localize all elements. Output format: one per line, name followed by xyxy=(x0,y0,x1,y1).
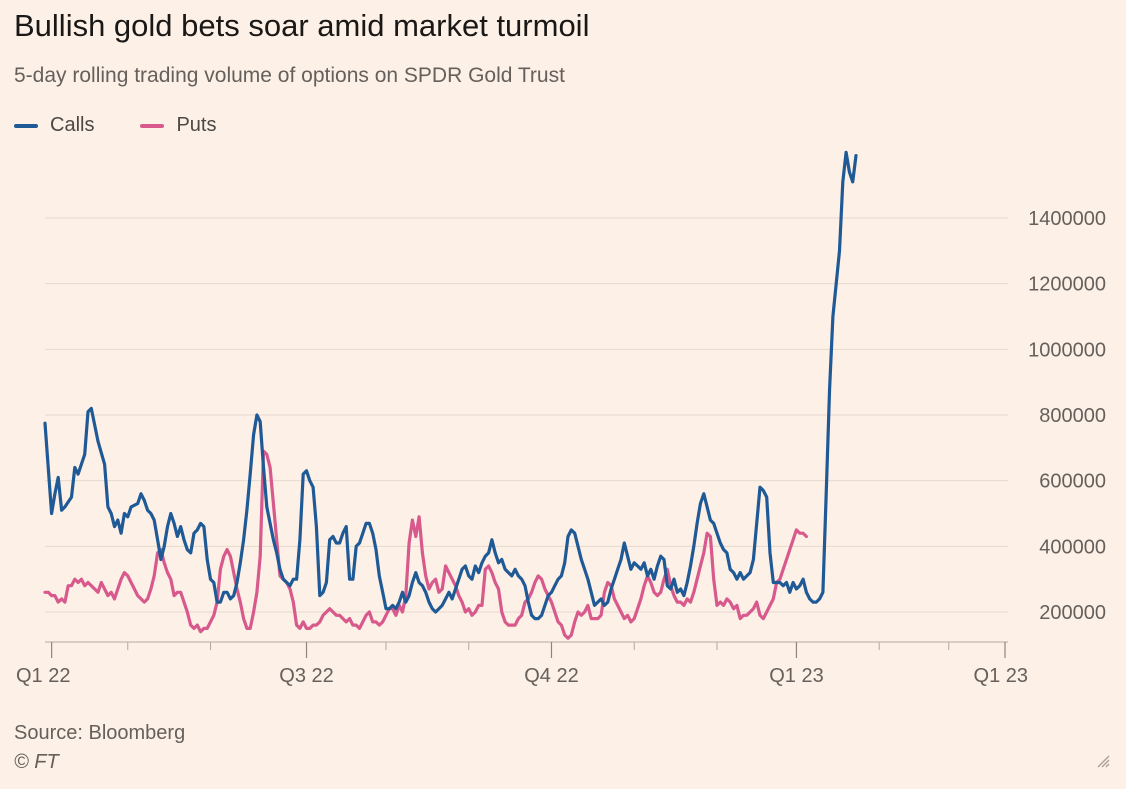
x-tick-label: Q1 23 xyxy=(769,665,823,687)
x-tick-label: Q1 22 xyxy=(16,665,70,687)
y-tick-label: 1000000 xyxy=(1028,339,1106,361)
legend-label-puts: Puts xyxy=(176,114,217,136)
copyright-note: © FT xyxy=(14,751,59,773)
legend-item-puts: Puts xyxy=(140,114,216,137)
x-axis: Q1 22 Q3 22 Q4 22 Q1 23 Q1 23 xyxy=(16,641,1028,687)
series-line-calls xyxy=(43,150,858,621)
y-tick-label: 400000 xyxy=(1039,536,1106,558)
chart-title: Bullish gold bets soar amid market turmo… xyxy=(14,8,590,43)
x-tick-label: Q4 22 xyxy=(524,665,578,687)
legend: Calls Puts xyxy=(14,114,262,137)
x-tick-label: Q3 22 xyxy=(279,665,333,687)
y-tick-label: 1400000 xyxy=(1028,208,1106,230)
y-tick-label: 200000 xyxy=(1039,602,1106,624)
y-axis-labels: 200000 400000 600000 800000 1000000 1200000 14… xyxy=(1028,208,1106,624)
legend-item-calls: Calls xyxy=(14,114,94,137)
source-note: Source: Bloomberg xyxy=(14,722,186,744)
x-tick-label: Q1 23 xyxy=(974,665,1028,687)
y-tick-label: 1200000 xyxy=(1028,274,1106,296)
legend-swatch-puts xyxy=(140,123,165,128)
resize-handle-icon[interactable] xyxy=(1094,752,1110,768)
y-tick-label: 600000 xyxy=(1039,471,1106,493)
legend-swatch-calls xyxy=(14,123,38,128)
series-lines xyxy=(43,150,858,640)
series-line-puts xyxy=(43,449,808,640)
chart-subtitle: 5-day rolling trading volume of options … xyxy=(14,64,565,87)
legend-label-calls: Calls xyxy=(50,114,95,136)
y-tick-label: 800000 xyxy=(1039,405,1106,427)
